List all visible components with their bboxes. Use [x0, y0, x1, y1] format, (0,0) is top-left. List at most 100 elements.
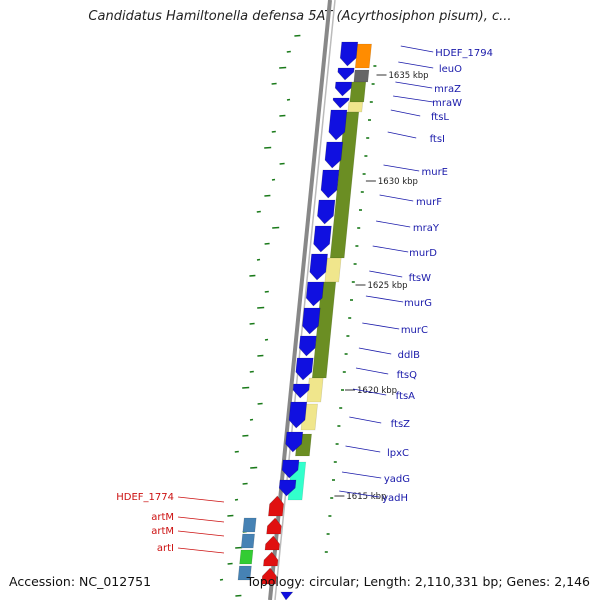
forward-gene-arrow	[292, 383, 310, 399]
gene-leader-line	[339, 490, 380, 498]
forward-gene-arrow	[288, 401, 308, 429]
gene-label: murC	[401, 325, 428, 336]
reverse-gene-arrow	[266, 517, 282, 535]
gc-tick	[286, 50, 291, 53]
gene-label: yadH	[382, 493, 408, 504]
track-segment	[354, 43, 372, 69]
reverse-leader-line	[177, 516, 225, 523]
gene-leader-line	[383, 164, 420, 172]
reverse-gene-label: artM	[151, 512, 174, 523]
gc-tick	[227, 562, 233, 565]
gene-labels: HDEF_1794 leuO mraZ mraW ftsL ftsI murE murF mra…	[116, 45, 493, 554]
scale-ticks: 1635 kbp 1630 kbp 1625 kbp 1620 kbp 1615 kbp	[334, 71, 429, 502]
reverse-gene-arrow	[268, 495, 284, 517]
forward-gene-arrow	[339, 41, 359, 67]
reverse-leader-line	[177, 547, 225, 554]
reverse-gene-arrow	[261, 567, 277, 585]
forward-gene-arrow	[320, 169, 340, 199]
steel-block	[242, 517, 257, 533]
forward-gene-arrow	[313, 225, 332, 253]
forward-gene-arrow	[280, 591, 294, 600]
reverse-gene-arrow	[263, 551, 279, 567]
gene-label: murD	[409, 248, 437, 259]
reverse-gene-label: artI	[157, 543, 174, 554]
gc-tick	[249, 370, 254, 373]
gc-tick	[235, 594, 242, 597]
gc-tick	[256, 258, 261, 261]
gc-tick	[249, 274, 256, 277]
gene-leader-line	[362, 322, 400, 330]
gene-label: murG	[404, 298, 432, 309]
gene-label: yadG	[384, 474, 410, 485]
gene-label: ftsI	[430, 134, 445, 145]
forward-gene-arrow	[298, 335, 317, 357]
gc-tick	[294, 34, 301, 37]
gc-tick	[257, 402, 263, 405]
forward-gene-arrow	[295, 357, 314, 381]
gene-label: ftsA	[396, 391, 415, 402]
gc-tick	[264, 338, 269, 341]
forward-gene-arrow	[309, 253, 328, 281]
forward-gene-arrow	[332, 97, 350, 109]
gc-tick	[257, 306, 265, 309]
gene-leader-line	[341, 471, 382, 479]
gene-leader-line	[355, 367, 389, 375]
forward-gene-arrow	[302, 307, 321, 335]
scale-tick-label: 1615 kbp	[346, 492, 386, 502]
forward-gene-arrow	[324, 141, 344, 169]
gc-tick	[227, 514, 234, 517]
gene-arrows	[261, 41, 359, 600]
reverse-gene-arrow	[264, 535, 280, 551]
gc-tick	[264, 290, 269, 293]
gc-tick	[264, 146, 272, 149]
gc-tick	[234, 498, 239, 501]
track-segment	[349, 81, 367, 103]
gc-tick	[271, 130, 276, 133]
gene-leader-line	[352, 388, 387, 396]
gc-tick	[279, 162, 285, 165]
gene-label: murE	[421, 167, 448, 178]
steel-block	[240, 533, 255, 549]
gene-leader-line	[345, 445, 381, 453]
scale-tick-label: 1620 kbp	[357, 386, 397, 396]
forward-gene-arrow	[278, 479, 297, 497]
scale-tick-label: 1625 kbp	[368, 281, 408, 291]
track-segment	[324, 257, 342, 283]
gene-leader-line	[390, 109, 421, 117]
gene-label: ddlB	[398, 350, 420, 361]
topology-text: Topology: circular; Length: 2,110,331 bp…	[246, 574, 590, 589]
gene-leader-line	[387, 131, 417, 139]
forward-gene-arrow	[328, 109, 348, 141]
gene-label: leuO	[439, 64, 462, 75]
gc-tick	[234, 450, 239, 453]
gc-tick	[286, 98, 291, 101]
scale-tick-label: 1630 kbp	[378, 177, 418, 187]
forward-gene-arrow	[285, 431, 304, 453]
reverse-leader-line	[177, 530, 225, 537]
reverse-leader-line	[177, 496, 225, 503]
gene-leader-line	[400, 45, 434, 53]
gc-tick	[242, 386, 250, 389]
gc-tick	[271, 178, 276, 181]
gene-label: mraZ	[434, 84, 461, 95]
gene-label: mraY	[413, 223, 440, 234]
gene-label: ftsL	[431, 112, 449, 123]
gene-leader-line	[369, 270, 403, 278]
gc-tick	[279, 66, 287, 69]
steel-block	[237, 565, 252, 581]
track-segment	[329, 111, 360, 259]
gc-tick	[257, 354, 264, 357]
gene-leader-line	[376, 220, 411, 228]
gc-tick	[249, 418, 254, 421]
gene-label: mraW	[432, 98, 462, 109]
forward-gene-arrow	[334, 81, 353, 97]
gc-tick	[242, 482, 248, 485]
gc-tick	[250, 466, 258, 469]
gene-label: lpxC	[387, 448, 409, 459]
gene-label: HDEF_1794	[435, 48, 493, 59]
forward-gene-arrow	[317, 199, 336, 225]
forward-gene-arrow	[337, 67, 355, 81]
gene-leader-line	[393, 95, 434, 103]
gene-label: ftsZ	[391, 419, 410, 430]
